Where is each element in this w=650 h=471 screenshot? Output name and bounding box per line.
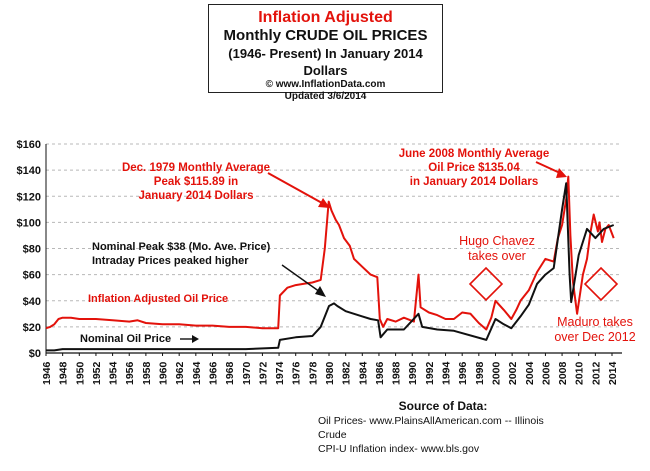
x-tick-label: 1978 bbox=[307, 361, 319, 385]
x-tick-label: 1990 bbox=[407, 361, 419, 385]
x-tick-label: 1984 bbox=[357, 361, 369, 385]
x-tick-label: 1986 bbox=[374, 361, 386, 385]
x-tick-label: 1970 bbox=[241, 361, 253, 385]
x-tick-label: 1998 bbox=[474, 361, 486, 385]
marker-chavez-diamond bbox=[468, 266, 504, 302]
annotation-1979-peak-line: Dec. 1979 Monthly Average bbox=[122, 162, 270, 174]
annotation-2008-peak: June 2008 Monthly Average Oil Price $135.… bbox=[399, 148, 550, 188]
x-tick-label: 1968 bbox=[224, 361, 236, 385]
x-tick-label: 1982 bbox=[341, 361, 353, 385]
series-line-nominal bbox=[46, 182, 615, 352]
chart-subtitle: Monthly CRUDE OIL PRICES bbox=[223, 27, 428, 44]
y-tick-label: $120 bbox=[17, 191, 41, 203]
chart-website: © www.InflationData.com bbox=[265, 79, 386, 90]
y-tick-label: $0 bbox=[29, 348, 41, 360]
source-line-oil: Oil Prices- www.PlainsAllAmerican.com --… bbox=[318, 415, 544, 441]
x-tick-label: 1966 bbox=[207, 361, 219, 385]
x-tick-label: 1946 bbox=[41, 361, 53, 385]
annotation-chavez-line: Hugo Chavez bbox=[459, 234, 535, 248]
x-tick-label: 1980 bbox=[324, 361, 336, 385]
x-tick-label: 1976 bbox=[291, 361, 303, 385]
title-box: Inflation Adjusted Monthly CRUDE OIL PRI… bbox=[208, 4, 443, 102]
series-label-nominal: Nominal Oil Price bbox=[80, 333, 171, 345]
y-tick-label: $140 bbox=[17, 165, 41, 177]
series-line-inflation-adjusted bbox=[45, 175, 615, 331]
annotation-nominal-peak: Nominal Peak $38 (Mo. Ave. Price) Intrada… bbox=[92, 241, 271, 267]
arrowhead-2008-peak bbox=[556, 168, 567, 178]
x-tick-label: 1988 bbox=[391, 361, 403, 385]
arrowhead-1979-peak bbox=[318, 198, 330, 208]
x-tick-label: 1950 bbox=[74, 361, 86, 385]
x-tick-label: 1994 bbox=[441, 361, 453, 385]
x-tick-label: 1962 bbox=[174, 361, 186, 385]
x-tick-label: 2012 bbox=[590, 361, 602, 385]
source-box: Source of Data: Oil Prices- www.PlainsAl… bbox=[318, 399, 568, 456]
nominal-label-arrowhead bbox=[192, 335, 199, 343]
annotation-chavez-line: takes over bbox=[468, 249, 526, 263]
x-tick-label: 1992 bbox=[424, 361, 436, 385]
x-tick-label: 1960 bbox=[158, 361, 170, 385]
y-tick-label: $40 bbox=[23, 296, 41, 308]
y-tick-label: $60 bbox=[23, 270, 41, 282]
x-tick-label: 2004 bbox=[524, 361, 536, 385]
x-tick-label: 1954 bbox=[108, 361, 120, 385]
annotation-2008-peak-line: June 2008 Monthly Average bbox=[399, 148, 550, 160]
x-tick-label: 1972 bbox=[257, 361, 269, 385]
x-tick-label: 2008 bbox=[557, 361, 569, 385]
annotation-nominal-peak-line: Intraday Prices peaked higher bbox=[92, 255, 249, 267]
annotation-1979-peak: Dec. 1979 Monthly Average Peak $115.89 in… bbox=[122, 162, 270, 202]
y-tick-label: $160 bbox=[17, 139, 41, 151]
x-tick-label: 2006 bbox=[540, 361, 552, 385]
annotation-1979-peak-line: January 2014 Dollars bbox=[138, 190, 253, 202]
x-tick-label: 1952 bbox=[91, 361, 103, 385]
arrow-1979-peak bbox=[267, 172, 323, 204]
y-tick-label: $80 bbox=[23, 244, 41, 256]
x-tick-label: 2010 bbox=[574, 361, 586, 385]
x-tick-label: 1964 bbox=[191, 361, 203, 385]
x-tick-label: 2014 bbox=[607, 361, 619, 385]
marker-maduro-diamond bbox=[583, 266, 619, 302]
x-tick-label: 1956 bbox=[124, 361, 136, 385]
arrowhead-nominal-peak bbox=[315, 286, 326, 297]
annotation-maduro-line: Maduro takes bbox=[557, 315, 633, 329]
chart-title: Inflation Adjusted bbox=[258, 9, 393, 26]
y-tick-label: $100 bbox=[17, 217, 41, 229]
source-line-cpi: CPI-U Inflation index- www.bls.gov bbox=[318, 443, 480, 455]
annotation-2008-peak-line: Oil Price $135.04 bbox=[428, 162, 520, 174]
arrow-2008-peak bbox=[535, 161, 561, 174]
x-tick-label: 2000 bbox=[490, 361, 502, 385]
x-tick-label: 1996 bbox=[457, 361, 469, 385]
source-heading: Source of Data: bbox=[398, 399, 488, 413]
annotation-nominal-peak-line: Nominal Peak $38 (Mo. Ave. Price) bbox=[92, 241, 271, 253]
x-tick-label: 1958 bbox=[141, 361, 153, 385]
annotation-2008-peak-line: in January 2014 Dollars bbox=[410, 176, 538, 188]
annotation-maduro-line: over Dec 2012 bbox=[554, 330, 635, 344]
chart-updated: Updated 3/6/2014 bbox=[284, 91, 367, 102]
chart-subtitle-period: (1946- Present) In January 2014 Dollars bbox=[228, 46, 423, 78]
arrow-nominal-peak bbox=[281, 264, 321, 293]
series-label-inflation-adjusted: Inflation Adjusted Oil Price bbox=[88, 293, 228, 305]
x-tick-label: 2002 bbox=[507, 361, 519, 385]
y-tick-label: $20 bbox=[23, 322, 41, 334]
x-tick-label: 1948 bbox=[58, 361, 70, 385]
annotation-1979-peak-line: Peak $115.89 in bbox=[154, 176, 238, 188]
x-tick-label: 1974 bbox=[274, 361, 286, 385]
